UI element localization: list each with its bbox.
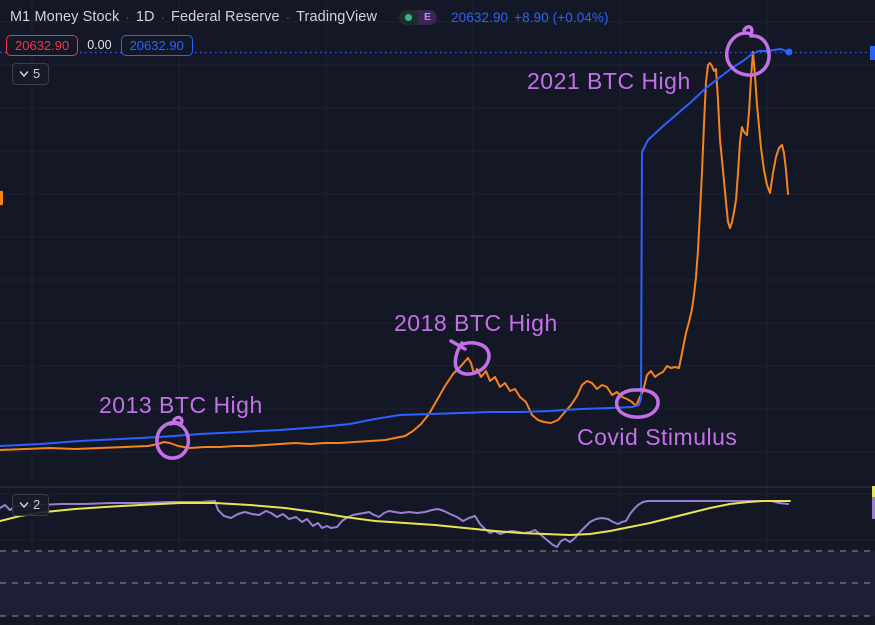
hand-drawn-circle-annotation[interactable]: [449, 339, 491, 376]
market-open-dot-icon: [405, 13, 413, 21]
symbol-title[interactable]: M1 Money Stock: [10, 9, 120, 25]
hand-drawn-circle-annotation[interactable]: [725, 25, 771, 77]
brand-label[interactable]: TradingView: [296, 9, 378, 25]
left-scale-price-badge: 20632.90: [6, 34, 79, 56]
series-end-dot: [785, 48, 793, 56]
annotation-label-2021-btc-high[interactable]: 2021 BTC High: [527, 68, 691, 94]
hand-drawn-circle-annotation[interactable]: [614, 388, 660, 419]
scale-last-value-tick: [0, 191, 3, 205]
scale-last-value-tick: [870, 46, 875, 60]
chart-legend: M1 Money Stock · 1D · Federal Reserve · …: [10, 7, 609, 27]
data-status-pill[interactable]: E: [399, 9, 438, 25]
chevron-down-icon: [19, 71, 29, 77]
annotation-label-2018-btc-high[interactable]: 2018 BTC High: [394, 310, 558, 336]
annotation-label-2013-btc-high[interactable]: 2013 BTC High: [99, 392, 263, 418]
extended-data-badge: E: [418, 9, 438, 25]
indicator-purple-line[interactable]: [0, 500, 789, 548]
chevron-down-icon: [19, 502, 29, 508]
right-scale-price-badge: 20632.90: [120, 34, 193, 56]
market-status-segment: [399, 9, 419, 25]
separator-dot: ·: [160, 9, 166, 25]
interval-label[interactable]: 1D: [135, 9, 155, 25]
btc-line[interactable]: [0, 51, 789, 451]
last-price-value: 20632.90: [451, 9, 509, 25]
data-source-label[interactable]: Federal Reserve: [171, 9, 280, 25]
main-pane-collapse-chip[interactable]: 5: [12, 63, 50, 85]
price-change-value: +8.90 (+0.04%): [514, 9, 609, 25]
hidden-series-count: 2: [33, 497, 41, 512]
annotation-label-covid-stimulus[interactable]: Covid Stimulus: [577, 424, 738, 450]
price-readout: 20632.90 +8.90 (+0.04%): [451, 10, 609, 25]
indicator-yellow-line[interactable]: [0, 500, 791, 536]
hand-drawn-circle-annotation[interactable]: [155, 415, 191, 460]
hidden-series-count: 5: [33, 66, 41, 81]
indicator-pane-collapse-chip[interactable]: 2: [12, 494, 50, 516]
scale-value-row: 20632.90 0.00 20632.90: [6, 34, 193, 56]
scale-last-value-tick: [872, 486, 875, 497]
zero-change-value: 0.00: [87, 38, 112, 52]
separator-dot: ·: [125, 9, 130, 25]
m1-money-stock-line[interactable]: [0, 48, 790, 447]
scale-last-value-tick: [872, 497, 875, 519]
separator-dot: ·: [285, 9, 291, 25]
